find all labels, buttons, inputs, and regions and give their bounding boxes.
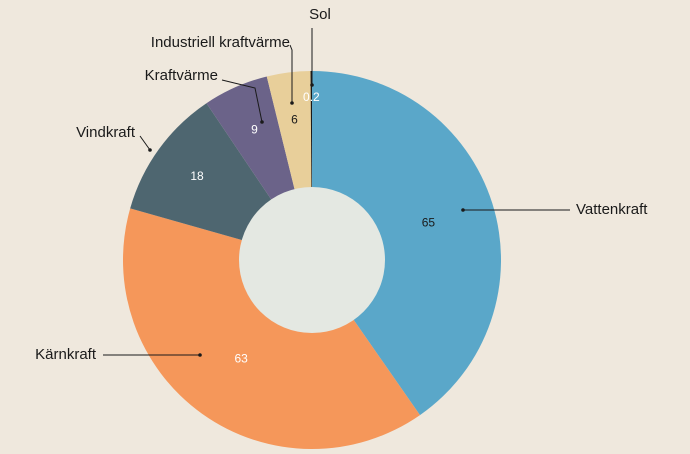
leader-dot [290, 101, 294, 105]
category-label: Kärnkraft [35, 346, 97, 363]
value-label: 9 [251, 122, 258, 136]
category-label: Sol [309, 6, 331, 23]
category-label: Kraftvärme [145, 67, 218, 84]
leader-dot [461, 208, 465, 212]
leader-dot [260, 120, 264, 124]
leader-line [221, 79, 263, 123]
category-label: Industriell kraftvärme [151, 34, 290, 51]
value-label: 65 [422, 216, 436, 230]
pie-slice [312, 71, 501, 416]
pie-slice [122, 208, 420, 449]
pie-slice [310, 71, 312, 260]
category-label: Vattenkraft [576, 201, 648, 218]
value-label: 63 [234, 351, 248, 365]
value-label: 6 [291, 112, 298, 126]
donut-hole [239, 187, 385, 333]
leader-dot [148, 148, 152, 152]
leader-line [139, 135, 151, 151]
category-label: Vindkraft [76, 124, 136, 141]
leader-dot [310, 83, 314, 87]
value-label: 0.2 [303, 90, 320, 104]
value-label: 18 [190, 169, 204, 183]
leader-line [289, 44, 293, 103]
leader-dot [198, 353, 202, 357]
